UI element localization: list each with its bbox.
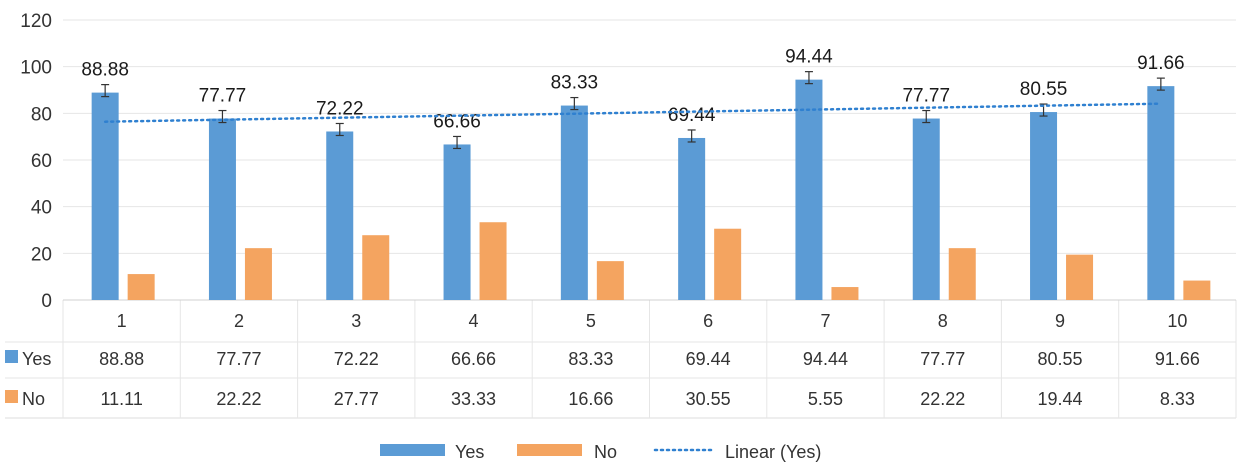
table-row-key-yes xyxy=(5,350,18,363)
bar-yes xyxy=(560,105,588,301)
table-cell-no: 5.55 xyxy=(808,389,843,409)
bar-data-label-yes: 66.66 xyxy=(433,111,481,132)
table-cell-yes: 88.88 xyxy=(99,349,144,369)
table-row-key-no xyxy=(5,390,18,403)
y-tick-label: 120 xyxy=(20,11,52,32)
bar-data-label-yes: 88.88 xyxy=(81,60,129,81)
bar-no xyxy=(948,248,976,300)
y-tick-label: 40 xyxy=(31,198,52,219)
x-tick-label: 9 xyxy=(1055,311,1065,331)
table-cell-yes: 91.66 xyxy=(1155,349,1200,369)
table-cell-no: 27.77 xyxy=(334,389,379,409)
bar-yes xyxy=(208,118,236,300)
table-cell-yes: 77.77 xyxy=(920,349,965,369)
table-cell-yes: 83.33 xyxy=(568,349,613,369)
bar-data-label-yes: 69.44 xyxy=(668,105,716,126)
table-row-header-no: No xyxy=(22,389,45,409)
bar-yes xyxy=(1147,86,1175,300)
bar-data-label-yes: 94.44 xyxy=(785,47,833,68)
bar-no xyxy=(479,222,507,300)
table-cell-yes: 80.55 xyxy=(1038,349,1083,369)
bar-no xyxy=(831,287,859,300)
y-tick-label: 60 xyxy=(31,151,52,172)
legend-label-no: No xyxy=(594,442,617,462)
bar-data-label-yes: 77.77 xyxy=(199,86,247,107)
legend-swatch-no xyxy=(517,444,582,456)
x-tick-label: 5 xyxy=(586,311,596,331)
table-cell-no: 8.33 xyxy=(1160,389,1195,409)
bar-no xyxy=(1183,280,1211,300)
bar-no xyxy=(596,261,624,300)
bar-yes xyxy=(912,118,940,300)
bar-no xyxy=(714,228,742,300)
bar-yes xyxy=(326,131,354,300)
bar-no xyxy=(244,248,272,300)
table-cell-no: 22.22 xyxy=(216,389,261,409)
table-cell-yes: 72.22 xyxy=(334,349,379,369)
trendline-linear-yes xyxy=(103,102,1163,123)
y-tick-label: 20 xyxy=(31,244,52,265)
bar-data-label-yes: 72.22 xyxy=(316,98,364,119)
bar-data-label-yes: 77.77 xyxy=(902,86,950,107)
legend-label-trendline: Linear (Yes) xyxy=(725,442,821,462)
bar-data-label-yes: 91.66 xyxy=(1137,53,1185,74)
legend-label-yes: Yes xyxy=(455,442,484,462)
table-cell-no: 30.55 xyxy=(686,389,731,409)
bar-yes xyxy=(678,137,706,300)
x-tick-label: 6 xyxy=(703,311,713,331)
table-row-header-yes: Yes xyxy=(22,349,51,369)
legend-swatch-yes xyxy=(380,444,445,456)
table-cell-no: 11.11 xyxy=(100,389,142,409)
table-cell-no: 22.22 xyxy=(920,389,965,409)
table-cell-yes: 94.44 xyxy=(803,349,848,369)
x-tick-label: 10 xyxy=(1167,311,1187,331)
x-tick-label: 8 xyxy=(938,311,948,331)
bar-data-label-yes: 83.33 xyxy=(551,73,599,94)
x-tick-label: 1 xyxy=(117,311,127,331)
table-cell-no: 16.66 xyxy=(568,389,613,409)
bar-yes xyxy=(1030,112,1058,300)
x-tick-label: 2 xyxy=(234,311,244,331)
y-tick-label: 100 xyxy=(20,58,52,79)
y-tick-label: 0 xyxy=(41,291,52,312)
bar-yes xyxy=(443,144,471,300)
bar-data-label-yes: 80.55 xyxy=(1020,79,1068,100)
table-cell-yes: 69.44 xyxy=(686,349,731,369)
table-cell-yes: 77.77 xyxy=(216,349,261,369)
x-tick-label: 4 xyxy=(469,311,479,331)
x-tick-label: 3 xyxy=(351,311,361,331)
table-cell-yes: 66.66 xyxy=(451,349,496,369)
bar-yes xyxy=(91,92,119,300)
table-cell-no: 33.33 xyxy=(451,389,496,409)
table-cell-no: 19.44 xyxy=(1038,389,1083,409)
bar-no xyxy=(1066,254,1094,300)
bar-no xyxy=(127,274,155,300)
x-tick-label: 7 xyxy=(820,311,830,331)
y-tick-label: 80 xyxy=(31,104,52,125)
bar-yes xyxy=(795,79,823,300)
bar-no xyxy=(362,235,390,300)
